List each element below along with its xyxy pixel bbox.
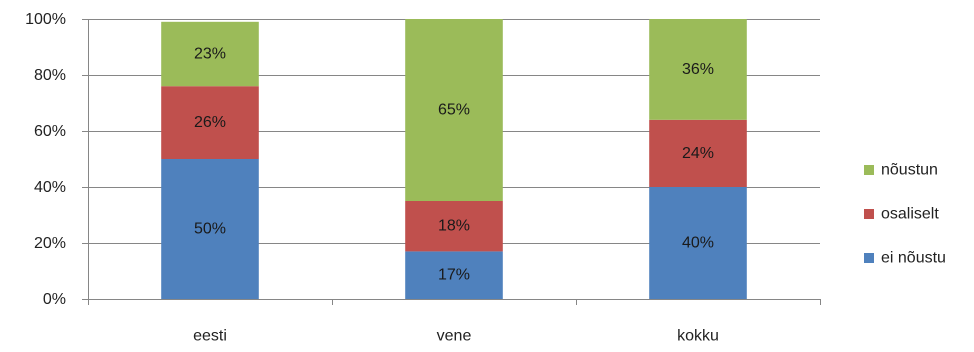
- data-label: 40%: [682, 235, 714, 252]
- data-label: 17%: [438, 267, 470, 284]
- bars: 50% 26% 23% 17% 18% 65% 40% 24% 36%: [161, 19, 747, 299]
- bar-segment: [161, 159, 259, 299]
- y-axis-ticks: 0% 20% 40% 60% 80% 100%: [25, 11, 88, 308]
- bar-segment: [405, 201, 503, 252]
- x-tick-label: eesti: [193, 328, 227, 345]
- data-label: 18%: [438, 218, 470, 235]
- y-tick-label: 20%: [34, 235, 66, 252]
- bar-segment: [649, 187, 747, 299]
- data-label: 36%: [682, 61, 714, 78]
- bar-segment: [649, 19, 747, 120]
- bar-segment: [405, 19, 503, 201]
- legend-swatch: [864, 165, 874, 175]
- data-label: 50%: [194, 221, 226, 238]
- data-label: 24%: [682, 145, 714, 162]
- x-axis-ticks: eesti vene kokku: [88, 299, 821, 345]
- data-label: 65%: [438, 102, 470, 119]
- y-tick-label: 60%: [34, 123, 66, 140]
- x-tick-label: vene: [437, 328, 472, 345]
- x-tick-label: kokku: [677, 328, 719, 345]
- y-tick-label: 40%: [34, 179, 66, 196]
- axes: [88, 19, 820, 300]
- y-tick-label: 80%: [34, 67, 66, 84]
- bar-segment: [649, 119, 747, 187]
- legend-label: osaliselt: [881, 206, 939, 223]
- legend-swatch: [864, 253, 874, 263]
- legend: nõustun osaliselt ei nõustu: [864, 162, 946, 267]
- legend-label: ei nõustu: [881, 250, 946, 267]
- legend-label: nõustun: [881, 162, 938, 179]
- bar-segment: [405, 251, 503, 299]
- data-label: 23%: [194, 46, 226, 63]
- legend-swatch: [864, 209, 874, 219]
- data-label: 26%: [194, 114, 226, 131]
- bar-segment: [161, 21, 259, 87]
- bar-segment: [161, 86, 259, 159]
- y-tick-label: 0%: [43, 291, 66, 308]
- y-tick-label: 100%: [25, 11, 66, 28]
